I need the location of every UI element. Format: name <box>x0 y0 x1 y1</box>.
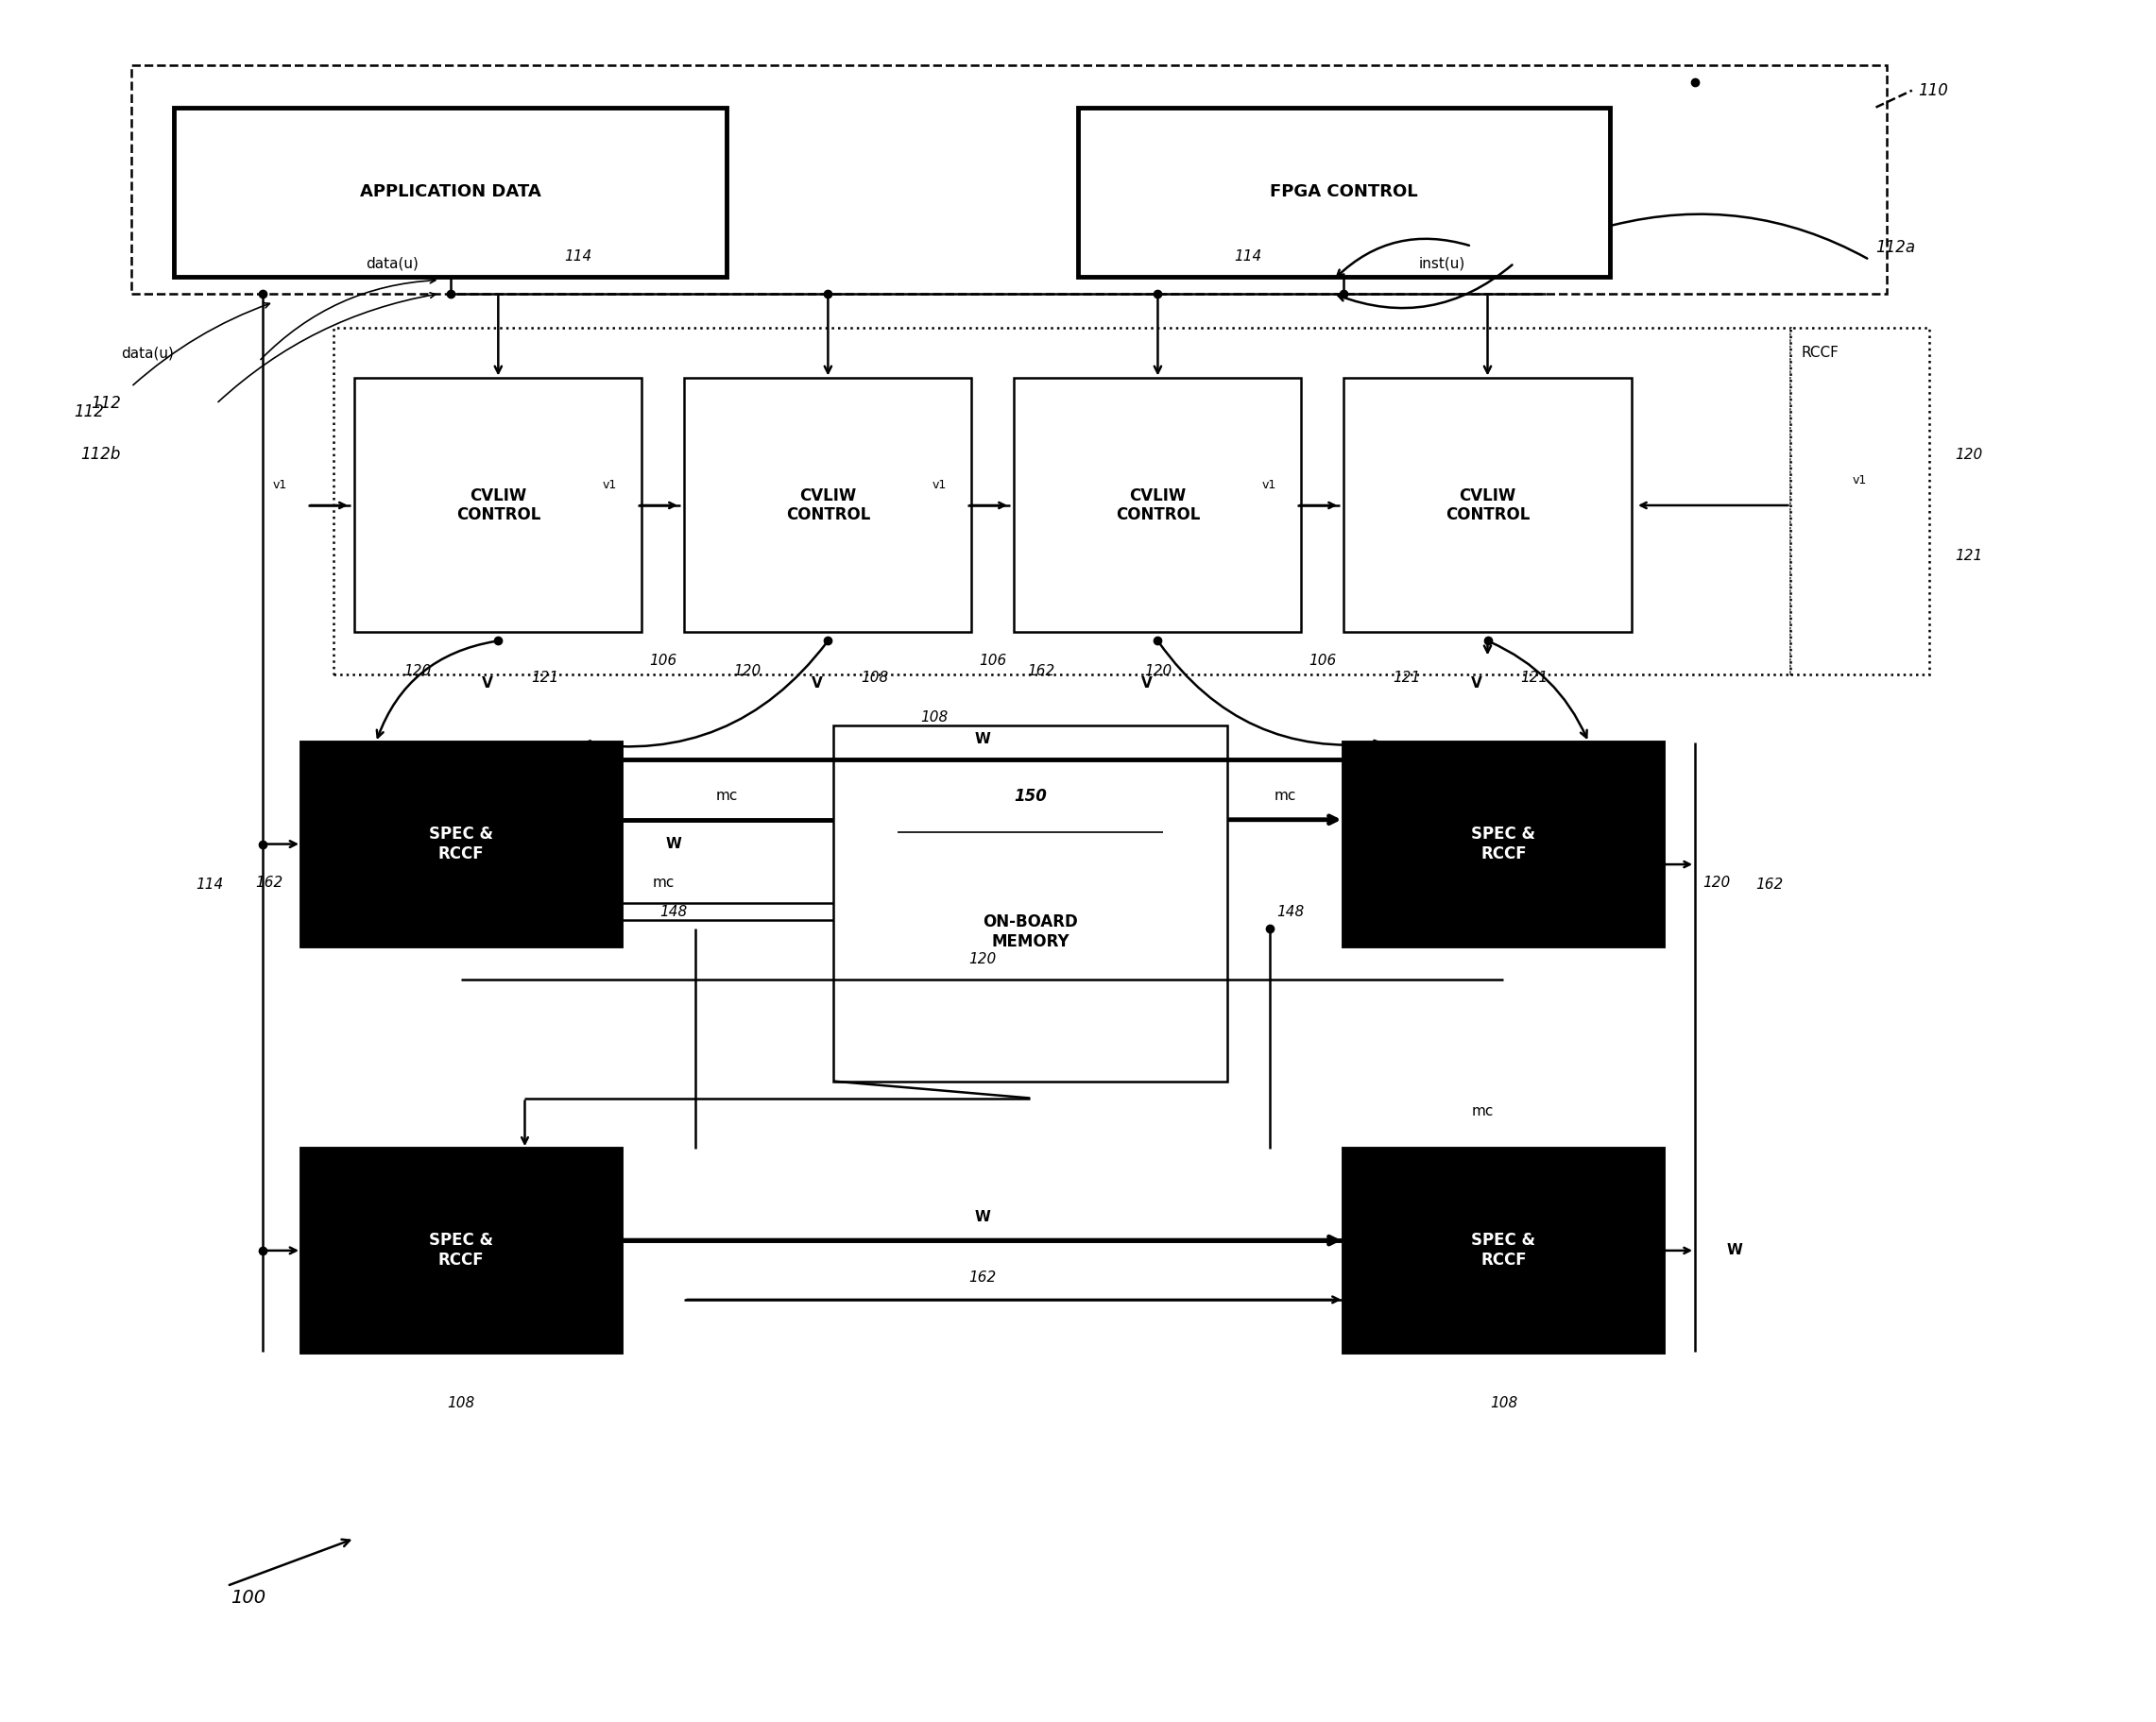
Text: 120: 120 <box>1703 876 1729 890</box>
Text: 108: 108 <box>1490 1397 1518 1410</box>
Bar <box>1343 1149 1662 1352</box>
Text: W: W <box>975 732 990 746</box>
Text: 120: 120 <box>1955 448 1981 461</box>
Text: V: V <box>813 677 824 691</box>
Text: 120: 120 <box>1145 665 1171 678</box>
Text: v1: v1 <box>604 479 617 491</box>
Bar <box>1343 742 1662 945</box>
Text: data(u): data(u) <box>367 257 418 270</box>
Text: SPEC &
RCCF: SPEC & RCCF <box>429 1233 494 1269</box>
Text: 121: 121 <box>1955 549 1981 563</box>
Text: V: V <box>1141 677 1153 691</box>
Text: 112a: 112a <box>1876 239 1917 257</box>
Text: 112: 112 <box>73 403 103 420</box>
Bar <box>334 327 1792 675</box>
Text: W: W <box>975 1209 990 1224</box>
Text: v1: v1 <box>934 479 946 491</box>
Text: data(u): data(u) <box>121 346 175 360</box>
Text: 108: 108 <box>860 672 888 685</box>
Text: RCCF: RCCF <box>1802 346 1839 360</box>
Text: mc: mc <box>716 789 737 802</box>
Text: FPGA CONTROL: FPGA CONTROL <box>1270 184 1419 200</box>
Text: 114: 114 <box>1235 250 1261 263</box>
Text: 162: 162 <box>257 876 282 890</box>
Text: ON-BOARD
MEMORY: ON-BOARD MEMORY <box>983 913 1078 951</box>
Text: W: W <box>1727 1243 1742 1257</box>
Text: 112b: 112b <box>80 446 121 463</box>
Text: 108: 108 <box>446 1397 474 1410</box>
Text: 121: 121 <box>530 672 558 685</box>
Text: SPEC &
RCCF: SPEC & RCCF <box>1470 827 1535 863</box>
Text: 162: 162 <box>968 1271 996 1285</box>
Text: CVLIW
CONTROL: CVLIW CONTROL <box>1445 487 1531 523</box>
Text: W: W <box>666 837 681 851</box>
Bar <box>175 107 727 277</box>
Text: 110: 110 <box>1919 83 1949 98</box>
Text: mc: mc <box>651 876 675 890</box>
Text: 121: 121 <box>1393 672 1421 685</box>
Bar <box>354 379 642 632</box>
Text: 114: 114 <box>196 878 224 892</box>
Text: SPEC &
RCCF: SPEC & RCCF <box>429 827 494 863</box>
Text: 114: 114 <box>565 250 591 263</box>
Bar <box>1078 107 1611 277</box>
Bar <box>302 742 621 945</box>
Text: CVLIW
CONTROL: CVLIW CONTROL <box>455 487 541 523</box>
Text: 162: 162 <box>1026 665 1054 678</box>
Text: 106: 106 <box>1309 654 1337 668</box>
Text: APPLICATION DATA: APPLICATION DATA <box>360 184 541 200</box>
Text: 150: 150 <box>1013 789 1046 806</box>
Text: mc: mc <box>1470 1104 1494 1119</box>
Text: 120: 120 <box>403 665 431 678</box>
Bar <box>1013 379 1302 632</box>
Text: SPEC &
RCCF: SPEC & RCCF <box>1470 1233 1535 1269</box>
Text: 112: 112 <box>91 396 121 412</box>
Text: inst(u): inst(u) <box>1419 257 1464 270</box>
Text: CVLIW
CONTROL: CVLIW CONTROL <box>785 487 871 523</box>
Bar <box>834 725 1227 1081</box>
Text: v1: v1 <box>274 479 287 491</box>
Bar <box>1343 379 1632 632</box>
Bar <box>132 65 1887 294</box>
Text: CVLIW
CONTROL: CVLIW CONTROL <box>1115 487 1201 523</box>
Text: 108: 108 <box>921 709 949 725</box>
Text: 162: 162 <box>1755 878 1783 892</box>
Text: 121: 121 <box>1520 672 1548 685</box>
Text: mc: mc <box>1274 789 1296 802</box>
Text: v1: v1 <box>1852 474 1867 486</box>
Text: 120: 120 <box>733 665 761 678</box>
Bar <box>1792 327 1930 675</box>
Text: 148: 148 <box>660 904 688 920</box>
Text: V: V <box>1470 677 1483 691</box>
Text: 106: 106 <box>649 654 677 668</box>
Text: V: V <box>483 677 494 691</box>
Text: v1: v1 <box>1261 479 1276 491</box>
Text: 120: 120 <box>968 952 996 966</box>
Text: 100: 100 <box>231 1589 265 1607</box>
Bar <box>302 1149 621 1352</box>
Bar <box>683 379 972 632</box>
Text: 106: 106 <box>979 654 1007 668</box>
Text: 148: 148 <box>1276 904 1304 920</box>
